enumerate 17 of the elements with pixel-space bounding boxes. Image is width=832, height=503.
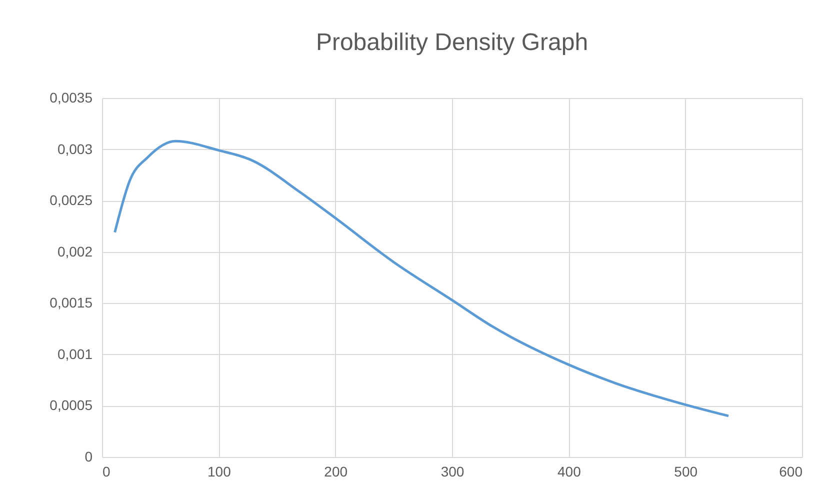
y-tick-label: 0,003	[57, 140, 93, 157]
x-tick-label: 500	[674, 464, 698, 480]
y-tick-label: 0,001	[57, 346, 93, 362]
x-tick-label: 200	[324, 464, 348, 480]
x-tick-label: 600	[779, 464, 803, 480]
y-tick-label: 0	[84, 448, 93, 464]
x-tick-label: 100	[207, 464, 232, 480]
chart-title: Probability Density Graph	[316, 29, 588, 56]
y-tick-label: 0,0025	[50, 192, 93, 208]
y-tick-label: 0,002	[57, 243, 93, 260]
x-tick-label: 300	[440, 464, 464, 480]
y-tick-label: 0,0035	[50, 90, 93, 106]
y-tick-label: 0,0005	[50, 397, 93, 414]
line-series	[114, 140, 730, 418]
x-tick-label: 0	[102, 464, 110, 480]
x-tick-label: 400	[557, 464, 582, 480]
y-tick-label: 0,0015	[50, 294, 93, 311]
